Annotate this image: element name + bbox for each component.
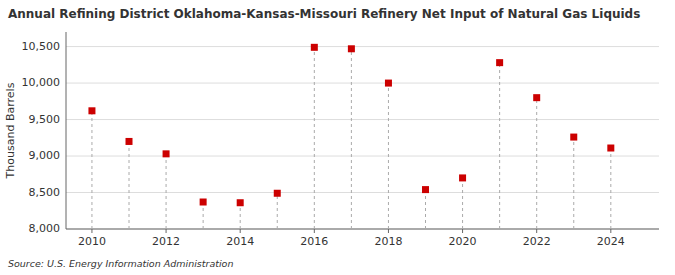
stem [277,193,278,229]
point [348,45,355,52]
stem [240,203,241,229]
stem [129,141,130,229]
y-axis-label: Thousand Barrels [4,82,17,179]
stem [536,98,537,229]
stem [462,178,463,229]
x-tick-label: 2010 [78,235,106,248]
stem [499,63,500,229]
point [459,174,466,181]
chart: 8,000 8,500 9,000 9,500 10,000 10,500 2010 2012… [0,0,675,275]
y-ticks: 8,000 8,500 9,000 9,500 10,000 10,500 [22,40,61,235]
point [570,134,577,141]
x-tick [388,229,389,233]
stem [573,137,574,229]
point [200,199,207,206]
y-tick-label: 8,000 [29,222,61,235]
x-axis-line [66,229,659,230]
x-tick-label: 2018 [374,235,402,248]
grid-line [66,192,659,193]
stem [314,47,315,229]
grid-line [66,83,659,84]
x-tick [91,229,92,233]
x-tick-label: 2014 [226,235,254,248]
point [237,199,244,206]
point [496,59,503,66]
point [126,138,133,145]
x-tick [314,229,315,233]
x-tick-label: 2016 [300,235,328,248]
stem [91,111,92,229]
stem [166,154,167,229]
data-points [88,44,614,229]
stem [203,202,204,229]
x-tick [610,229,611,233]
x-tick [166,229,167,233]
point [311,44,318,51]
grid-line [66,156,659,157]
x-tick-label: 2020 [449,235,477,248]
point [607,145,614,152]
stem [388,83,389,229]
y-tick-label: 9,500 [29,113,61,126]
chart-container: 8,000 8,500 9,000 9,500 10,000 10,500 2010 2012… [0,0,675,275]
x-tick-label: 2022 [523,235,551,248]
point [533,94,540,101]
y-axis-line [66,32,67,229]
title: Annual Refining District Oklahoma-Kansas… [8,7,640,21]
grid-line [66,46,659,47]
x-tick-label: 2024 [597,235,625,248]
grid-line [66,119,659,120]
point [88,107,95,114]
stem [610,148,611,229]
stem [351,49,352,229]
point [274,190,281,197]
x-tick [462,229,463,233]
y-tick-label: 8,500 [29,186,61,199]
point [163,150,170,157]
x-tick [536,229,537,233]
y-tick-label: 10,500 [22,40,61,53]
grid-line [66,229,659,230]
x-tick [240,229,241,233]
y-tick-label: 10,000 [22,76,61,89]
grid [66,47,659,229]
x-tick-label: 2012 [152,235,180,248]
point [422,186,429,193]
x-ticks: 2010 2012 2014 2016 2018 2020 2022 2024 [78,229,625,248]
stem [425,190,426,229]
y-tick-label: 9,000 [29,149,61,162]
point [385,80,392,87]
source-note: Source: U.S. Energy Information Administ… [8,258,233,269]
